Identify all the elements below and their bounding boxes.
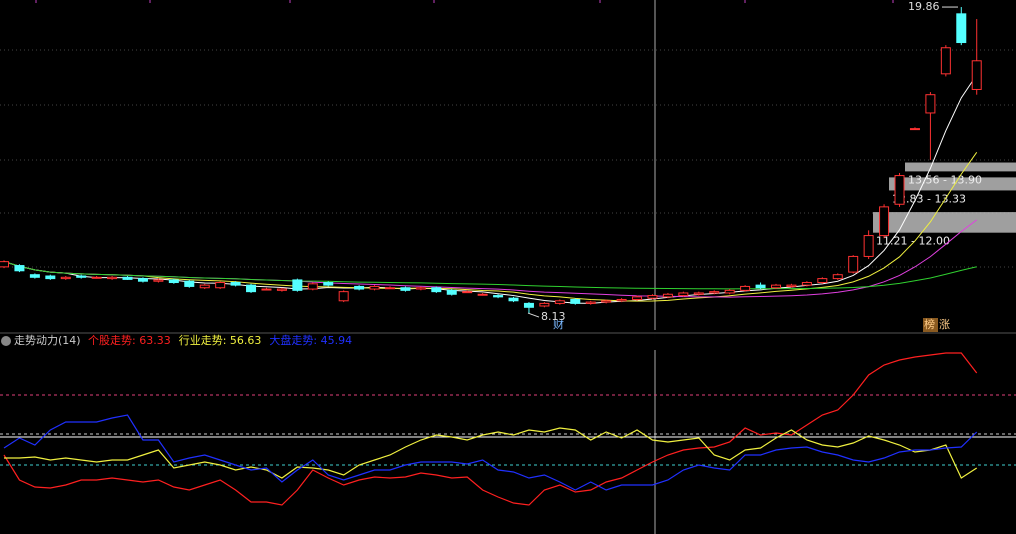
candle-body	[771, 284, 781, 289]
indicator-icon[interactable]	[1, 336, 11, 346]
candle-body	[385, 287, 395, 290]
candle-body	[894, 175, 905, 205]
high-label: 19.86	[908, 0, 940, 13]
candle-body	[137, 278, 148, 282]
candle-body	[724, 289, 735, 294]
candle-body	[693, 292, 704, 295]
candle-body	[446, 289, 457, 295]
candle-body	[292, 279, 303, 291]
candle-body	[338, 291, 349, 302]
candle-body	[632, 296, 643, 300]
zone	[889, 177, 1016, 191]
candle-body	[276, 288, 287, 291]
candle-body	[909, 128, 920, 131]
candle-body	[585, 301, 596, 304]
candle-body	[400, 287, 411, 291]
candle-body	[678, 292, 689, 297]
zone	[873, 212, 1016, 233]
candle-body	[431, 287, 442, 293]
moving-average	[3, 74, 978, 304]
candle-body	[539, 302, 550, 307]
candle-body	[508, 297, 519, 302]
legend-entry: 行业走势: 56.63	[179, 334, 262, 347]
candle-body	[14, 265, 25, 272]
event-marker[interactable]: 榜	[924, 317, 935, 331]
candle-body	[199, 284, 210, 289]
candle-body	[76, 275, 87, 278]
candle-body	[415, 287, 426, 290]
candle-body	[60, 276, 71, 280]
candle-body	[786, 284, 797, 287]
candle-body	[554, 300, 565, 304]
candle-body	[709, 291, 720, 294]
candle-body	[740, 285, 751, 291]
candle-body	[323, 282, 334, 286]
candle-body	[971, 60, 982, 90]
event-marker[interactable]: 财	[553, 317, 564, 331]
candle-body	[122, 276, 133, 280]
low-label: 8.13	[541, 310, 566, 323]
low-arrow	[527, 312, 540, 318]
legend-entry: 个股走势: 63.33	[88, 334, 171, 347]
candle-body	[354, 285, 365, 290]
candle-body	[153, 279, 164, 282]
candle-body	[956, 13, 967, 44]
legend-entry: 大盘走势: 45.94	[269, 333, 352, 347]
indicator-title: 走势动力(14)	[14, 334, 81, 347]
candle-body	[215, 282, 226, 289]
event-bg	[923, 318, 938, 332]
candle-body	[832, 274, 843, 280]
candle-body	[307, 283, 318, 290]
candle-body	[925, 94, 936, 114]
candle-body	[462, 291, 473, 294]
series-line	[3, 414, 978, 491]
candle-body	[107, 276, 118, 280]
candle-body	[261, 288, 272, 291]
candle-body	[570, 298, 581, 304]
candle-body	[755, 284, 766, 289]
candle-body	[817, 278, 828, 284]
series-line	[4, 427, 978, 479]
candle-body	[662, 293, 673, 298]
moving-average	[3, 261, 977, 290]
candle-body	[801, 282, 812, 286]
zone-label: 13.56 - 13.90	[908, 173, 982, 186]
event-marker[interactable]: 涨	[939, 318, 950, 331]
candle-body	[493, 295, 504, 298]
candle-body	[168, 279, 179, 284]
zone-label: 11.21 - 12.00	[876, 235, 950, 248]
candle-body	[616, 298, 627, 302]
candle-body	[246, 284, 257, 293]
candle-body	[477, 293, 488, 296]
candle-body	[879, 206, 890, 237]
candle-body	[184, 280, 195, 287]
candle-body	[523, 302, 534, 308]
zone	[905, 162, 1016, 172]
candle-body	[647, 295, 658, 299]
candle-body	[369, 285, 380, 290]
candle-body	[230, 282, 241, 286]
candle-body	[940, 47, 951, 75]
candle-body	[863, 235, 874, 257]
candle-body	[848, 255, 859, 273]
candle-body	[29, 274, 40, 278]
candle-body	[45, 275, 56, 280]
series-line	[3, 352, 978, 506]
candle-body	[0, 261, 9, 268]
candle-body	[91, 276, 102, 279]
candle-body	[601, 300, 612, 303]
